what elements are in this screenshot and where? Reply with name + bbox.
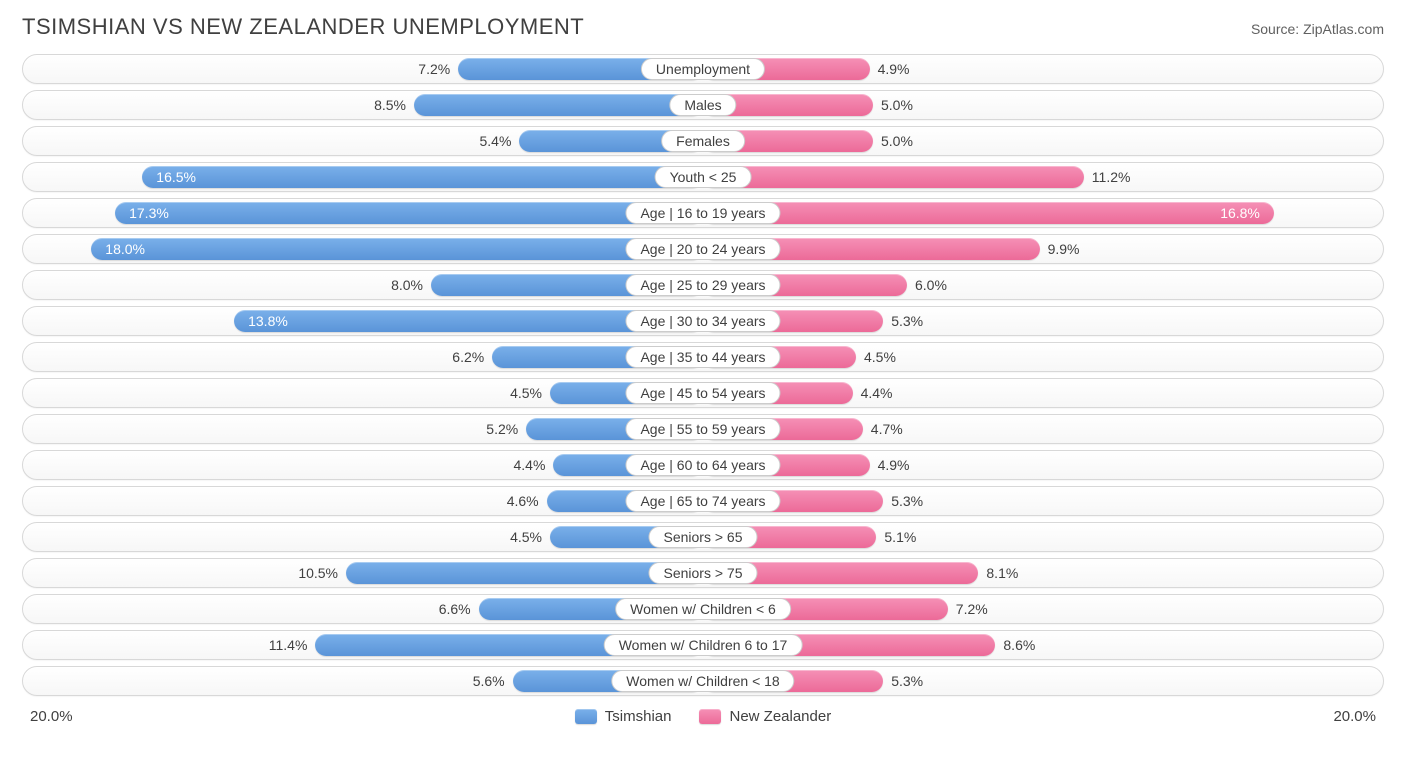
- value-right: 16.8%: [1220, 199, 1260, 227]
- category-label: Women w/ Children 6 to 17: [604, 634, 803, 656]
- category-label: Seniors > 65: [649, 526, 758, 548]
- value-right: 8.1%: [986, 559, 1018, 587]
- value-right: 11.2%: [1092, 163, 1131, 191]
- category-label: Age | 65 to 74 years: [625, 490, 780, 512]
- value-left: 11.4%: [269, 631, 308, 659]
- value-left: 5.4%: [479, 127, 511, 155]
- value-right: 8.6%: [1003, 631, 1035, 659]
- category-label: Age | 16 to 19 years: [625, 202, 780, 224]
- category-label: Age | 35 to 44 years: [625, 346, 780, 368]
- value-right: 5.0%: [881, 91, 913, 119]
- category-label: Women w/ Children < 18: [611, 670, 794, 692]
- value-right: 5.3%: [891, 487, 923, 515]
- category-label: Age | 25 to 29 years: [625, 274, 780, 296]
- legend-label-left: Tsimshian: [605, 708, 672, 725]
- bar-right: [703, 166, 1084, 188]
- chart-row: 16.5% 11.2% Youth < 25: [22, 162, 1384, 192]
- chart-row: 8.0% 6.0% Age | 25 to 29 years: [22, 270, 1384, 300]
- chart-area: 7.2% 4.9% Unemployment 8.5% 5.0% Males 5.4% 5.0…: [0, 50, 1406, 696]
- chart-row: 18.0% 9.9% Age | 20 to 24 years: [22, 234, 1384, 264]
- value-left: 4.5%: [510, 523, 542, 551]
- value-right: 5.3%: [891, 667, 923, 695]
- value-left: 5.2%: [486, 415, 518, 443]
- value-right: 4.5%: [864, 343, 896, 371]
- value-left: 6.2%: [452, 343, 484, 371]
- value-right: 5.1%: [884, 523, 916, 551]
- legend-label-right: New Zealander: [729, 708, 831, 725]
- value-left: 17.3%: [129, 199, 169, 227]
- value-right: 5.3%: [891, 307, 923, 335]
- chart-row: 6.2% 4.5% Age | 35 to 44 years: [22, 342, 1384, 372]
- axis-max-left: 20.0%: [30, 708, 73, 725]
- value-left: 8.5%: [374, 91, 406, 119]
- category-label: Females: [661, 130, 745, 152]
- category-label: Males: [669, 94, 736, 116]
- value-left: 13.8%: [248, 307, 288, 335]
- chart-row: 4.6% 5.3% Age | 65 to 74 years: [22, 486, 1384, 516]
- value-right: 5.0%: [881, 127, 913, 155]
- legend-swatch-right: [699, 709, 721, 724]
- chart-row: 13.8% 5.3% Age | 30 to 34 years: [22, 306, 1384, 336]
- legend-swatch-left: [575, 709, 597, 724]
- legend: Tsimshian New Zealander: [575, 708, 831, 725]
- value-right: 9.9%: [1048, 235, 1080, 263]
- legend-item-left: Tsimshian: [575, 708, 672, 725]
- chart-row: 7.2% 4.9% Unemployment: [22, 54, 1384, 84]
- value-right: 4.4%: [861, 379, 893, 407]
- value-left: 4.6%: [507, 487, 539, 515]
- bar-left: [91, 238, 703, 260]
- chart-row: 4.5% 5.1% Seniors > 65: [22, 522, 1384, 552]
- source-attribution: Source: ZipAtlas.com: [1251, 21, 1384, 37]
- bar-left: [115, 202, 703, 224]
- category-label: Age | 55 to 59 years: [625, 418, 780, 440]
- value-left: 7.2%: [418, 55, 450, 83]
- category-label: Youth < 25: [655, 166, 752, 188]
- chart-row: 8.5% 5.0% Males: [22, 90, 1384, 120]
- value-right: 4.9%: [878, 451, 910, 479]
- chart-row: 10.5% 8.1% Seniors > 75: [22, 558, 1384, 588]
- value-left: 16.5%: [156, 163, 196, 191]
- value-right: 6.0%: [915, 271, 947, 299]
- category-label: Age | 20 to 24 years: [625, 238, 780, 260]
- bar-left: [414, 94, 703, 116]
- axis-max-right: 20.0%: [1333, 708, 1376, 725]
- value-left: 6.6%: [439, 595, 471, 623]
- category-label: Unemployment: [641, 58, 765, 80]
- value-left: 4.5%: [510, 379, 542, 407]
- value-right: 7.2%: [956, 595, 988, 623]
- chart-row: 17.3% 16.8% Age | 16 to 19 years: [22, 198, 1384, 228]
- category-label: Age | 30 to 34 years: [625, 310, 780, 332]
- value-left: 10.5%: [298, 559, 338, 587]
- category-label: Seniors > 75: [649, 562, 758, 584]
- category-label: Women w/ Children < 6: [615, 598, 791, 620]
- legend-item-right: New Zealander: [699, 708, 831, 725]
- value-left: 18.0%: [105, 235, 145, 263]
- category-label: Age | 60 to 64 years: [625, 454, 780, 476]
- chart-row: 11.4% 8.6% Women w/ Children 6 to 17: [22, 630, 1384, 660]
- chart-row: 5.2% 4.7% Age | 55 to 59 years: [22, 414, 1384, 444]
- chart-row: 4.4% 4.9% Age | 60 to 64 years: [22, 450, 1384, 480]
- value-left: 4.4%: [513, 451, 545, 479]
- chart-title: TSIMSHIAN VS NEW ZEALANDER UNEMPLOYMENT: [22, 14, 584, 40]
- chart-row: 5.6% 5.3% Women w/ Children < 18: [22, 666, 1384, 696]
- bar-right: [703, 202, 1274, 224]
- chart-row: 6.6% 7.2% Women w/ Children < 6: [22, 594, 1384, 624]
- bar-left: [142, 166, 703, 188]
- value-right: 4.9%: [878, 55, 910, 83]
- value-left: 5.6%: [473, 667, 505, 695]
- value-left: 8.0%: [391, 271, 423, 299]
- value-right: 4.7%: [871, 415, 903, 443]
- chart-row: 4.5% 4.4% Age | 45 to 54 years: [22, 378, 1384, 408]
- category-label: Age | 45 to 54 years: [625, 382, 780, 404]
- chart-row: 5.4% 5.0% Females: [22, 126, 1384, 156]
